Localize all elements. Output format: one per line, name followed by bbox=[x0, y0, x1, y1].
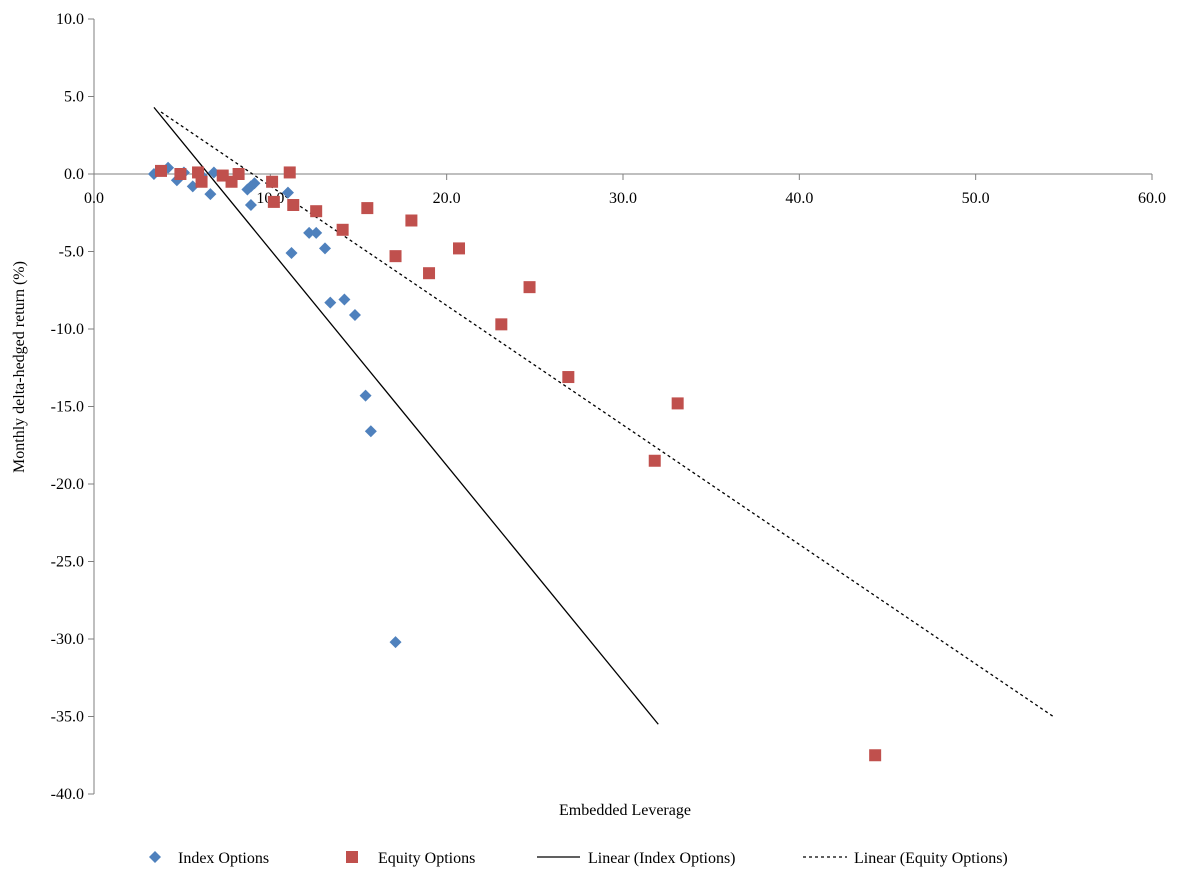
equity-options-point bbox=[336, 223, 349, 236]
y-tick-label: -10.0 bbox=[51, 321, 84, 338]
equity-options-point bbox=[389, 250, 402, 263]
y-tick-label: -20.0 bbox=[51, 476, 84, 493]
equity-options-point bbox=[405, 214, 418, 227]
equity-options-point bbox=[648, 454, 661, 467]
equity-options-point bbox=[266, 175, 279, 188]
x-tick-label: 40.0 bbox=[785, 190, 813, 207]
y-tick-label: -25.0 bbox=[51, 554, 84, 571]
legend-label-index-options: Index Options bbox=[178, 850, 269, 867]
index-options-point bbox=[318, 242, 331, 255]
y-tick-label: -40.0 bbox=[51, 786, 84, 803]
legend: Index Options Equity Options Linear (Ind… bbox=[149, 850, 1008, 867]
legend-marker-index-options bbox=[149, 851, 161, 863]
index-options-point bbox=[338, 293, 351, 306]
equity-options-point bbox=[310, 205, 323, 218]
legend-item-index-options: Index Options bbox=[149, 850, 269, 867]
equity-options-point bbox=[287, 199, 300, 211]
y-tick-label: -30.0 bbox=[51, 631, 84, 648]
legend-item-linear-index-options: Linear (Index Options) bbox=[537, 850, 736, 867]
legend-marker-equity-options bbox=[346, 851, 358, 863]
legend-label-linear-equity-options: Linear (Equity Options) bbox=[854, 850, 1008, 867]
y-tick-label: 5.0 bbox=[64, 89, 84, 106]
equity-options-point bbox=[174, 168, 187, 180]
equity-options-point bbox=[671, 397, 684, 410]
equity-options-point bbox=[453, 242, 466, 255]
x-tick-label: 30.0 bbox=[609, 190, 637, 207]
legend-item-equity-options: Equity Options bbox=[346, 850, 475, 867]
x-tick-label: 50.0 bbox=[962, 190, 990, 207]
index-options-point bbox=[281, 186, 294, 199]
equity-options-point bbox=[361, 202, 374, 215]
equity-options-point bbox=[232, 168, 245, 180]
x-axis-title: Embedded Leverage bbox=[559, 802, 691, 819]
equity-options-point bbox=[283, 166, 296, 179]
equity-options-point bbox=[192, 166, 205, 179]
index-options-point bbox=[303, 226, 316, 239]
equity-options-point bbox=[523, 281, 536, 294]
x-tick-label: 60.0 bbox=[1138, 190, 1166, 207]
y-tick-label: -5.0 bbox=[59, 244, 84, 261]
trendline-linear-index-options bbox=[153, 106, 659, 725]
equity-options-point bbox=[267, 195, 280, 208]
x-tick-label: 20.0 bbox=[433, 190, 461, 207]
equity-options-point bbox=[155, 164, 168, 177]
index-options-point bbox=[244, 180, 257, 193]
y-tick-label: 0.0 bbox=[64, 166, 84, 183]
index-options-point bbox=[204, 188, 217, 201]
y-tick-label: -15.0 bbox=[51, 399, 84, 416]
y-axis-title: Monthly delta-hedged return (%) bbox=[11, 261, 28, 473]
equity-options-point bbox=[562, 371, 575, 384]
index-options-point bbox=[389, 636, 402, 649]
y-axis: 10.0 5.0 0.0 -5.0 -10.0 -15.0 -20.0 -25.0 -30.0 -… bbox=[51, 11, 95, 803]
legend-label-equity-options: Equity Options bbox=[378, 850, 475, 867]
index-options-point bbox=[310, 226, 323, 239]
index-options-point bbox=[244, 199, 257, 211]
legend-item-linear-equity-options: Linear (Equity Options) bbox=[803, 850, 1008, 867]
x-tick-label: 0.0 bbox=[84, 190, 104, 207]
index-options-point bbox=[248, 177, 261, 190]
y-tick-label: 10.0 bbox=[56, 11, 84, 28]
index-options-point bbox=[324, 296, 337, 309]
legend-label-linear-index-options: Linear (Index Options) bbox=[588, 850, 736, 867]
index-options-point bbox=[348, 309, 361, 322]
equity-options-point bbox=[495, 318, 508, 331]
y-tick-label: -35.0 bbox=[51, 709, 84, 726]
equity-options-point bbox=[195, 175, 208, 188]
index-options-point bbox=[364, 425, 377, 438]
equity-options-point bbox=[423, 267, 436, 280]
trendlines bbox=[153, 106, 1054, 725]
data-points bbox=[147, 161, 882, 762]
equity-options-point bbox=[869, 749, 882, 762]
index-options-point bbox=[359, 389, 372, 402]
index-options-point bbox=[285, 247, 298, 260]
